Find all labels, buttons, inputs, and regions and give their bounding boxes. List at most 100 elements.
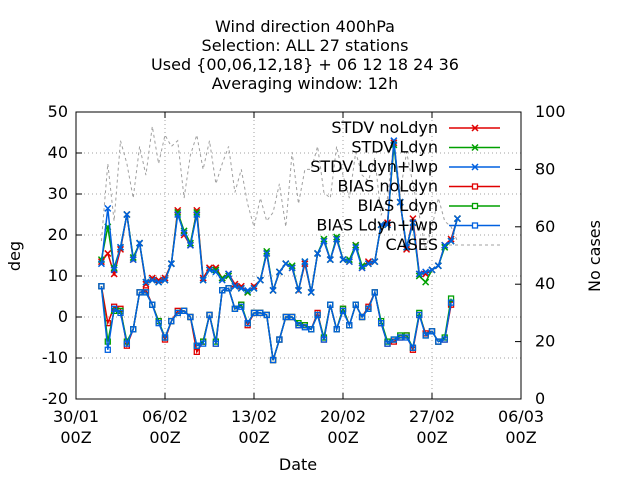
data-point <box>308 326 315 333</box>
data-point <box>396 198 404 206</box>
data-point <box>142 278 150 286</box>
data-point <box>142 289 150 296</box>
data-point <box>339 256 347 264</box>
chart-title-line: Selection: ALL 27 stations <box>202 36 409 55</box>
data-point <box>186 241 194 249</box>
data-point <box>365 305 372 312</box>
data-point <box>422 332 429 339</box>
data-point <box>148 276 156 284</box>
data-point <box>225 285 232 292</box>
data-point <box>453 215 461 223</box>
data-point <box>390 137 398 145</box>
series-line <box>100 126 458 250</box>
data-point <box>282 313 289 321</box>
data-point <box>180 307 188 315</box>
legend-label: STDV noLdyn <box>331 118 438 137</box>
y-axis-label: deg <box>5 241 24 271</box>
legend-marker <box>471 124 479 132</box>
legend-marker <box>471 183 479 190</box>
data-point <box>116 243 125 251</box>
data-point <box>339 307 347 315</box>
axes: -20 -10 0 10 20 30 40 50 0 20 40 60 80 100 30/01 00Z 06/… <box>42 102 566 447</box>
data-point <box>383 221 392 229</box>
data-point <box>97 260 105 268</box>
data-point <box>320 336 328 343</box>
data-point <box>104 346 111 353</box>
data-point <box>110 305 118 312</box>
data-point <box>345 258 353 266</box>
y2-tick-label: 20 <box>535 332 555 351</box>
data-point <box>377 221 385 229</box>
legend-label: CASES <box>385 235 438 254</box>
data-point <box>422 278 430 286</box>
legend-marker <box>471 163 479 171</box>
data-point <box>428 328 436 335</box>
x-tick-label: 00Z <box>238 428 269 447</box>
data-point <box>250 309 258 317</box>
y2-axis-label: No cases <box>585 220 604 292</box>
x-tick-label: 06/02 <box>142 407 188 426</box>
x-tick-label: 06/03 <box>498 407 544 426</box>
data-point <box>155 278 163 286</box>
data-point <box>155 319 162 327</box>
data-point <box>161 276 169 284</box>
y2-tick-label: 0 <box>535 389 545 408</box>
data-point <box>257 309 264 317</box>
data-point <box>384 340 391 347</box>
data-point <box>269 356 277 364</box>
data-point <box>98 283 105 290</box>
x-tick-label: 00Z <box>327 428 358 447</box>
data-point <box>275 268 283 276</box>
data-point <box>397 334 404 341</box>
data-point <box>206 311 213 319</box>
chart-title-line: Averaging window: 12h <box>212 74 399 93</box>
data-point <box>416 311 423 319</box>
legend-marker <box>471 143 479 152</box>
data-point <box>390 336 398 343</box>
legend-label: BIAS Ldyn <box>357 196 438 215</box>
data-point <box>403 243 411 251</box>
data-point <box>136 289 143 296</box>
data-point <box>364 260 372 268</box>
series-stdv-ldyn-lwp <box>97 137 461 296</box>
data-point <box>320 237 328 245</box>
x-tick-label: 20/02 <box>320 407 366 426</box>
y-tick-label: 50 <box>48 102 68 121</box>
data-point <box>238 303 245 310</box>
data-point <box>263 247 271 255</box>
data-point <box>168 317 175 325</box>
legend-label: STDV Ldyn <box>351 138 438 157</box>
data-point <box>104 249 112 257</box>
data-point <box>352 243 360 251</box>
data-point <box>174 309 181 317</box>
data-point <box>276 336 283 343</box>
plot-frame <box>75 111 522 400</box>
data-point <box>314 249 322 257</box>
data-point <box>193 208 201 216</box>
y2-tick-label: 100 <box>535 102 566 121</box>
data-point <box>301 258 309 266</box>
data-point <box>377 319 385 327</box>
data-point <box>301 324 309 331</box>
data-point <box>447 299 455 306</box>
data-point <box>288 313 296 321</box>
data-point <box>218 276 226 284</box>
data-point <box>294 286 303 294</box>
data-point <box>307 288 315 296</box>
data-point <box>352 241 360 249</box>
data-point <box>199 276 207 284</box>
y-tick-label: 0 <box>58 307 68 326</box>
data-point <box>256 276 264 284</box>
data-point <box>149 301 156 308</box>
y-tick-label: -10 <box>42 348 68 367</box>
y2-tick-label: 60 <box>535 217 555 236</box>
data-point <box>447 295 455 302</box>
data-point <box>218 274 226 282</box>
data-point <box>327 301 334 308</box>
x-tick-label: 13/02 <box>231 407 277 426</box>
data-point <box>161 334 169 341</box>
data-point <box>180 229 188 237</box>
data-point <box>199 340 207 347</box>
